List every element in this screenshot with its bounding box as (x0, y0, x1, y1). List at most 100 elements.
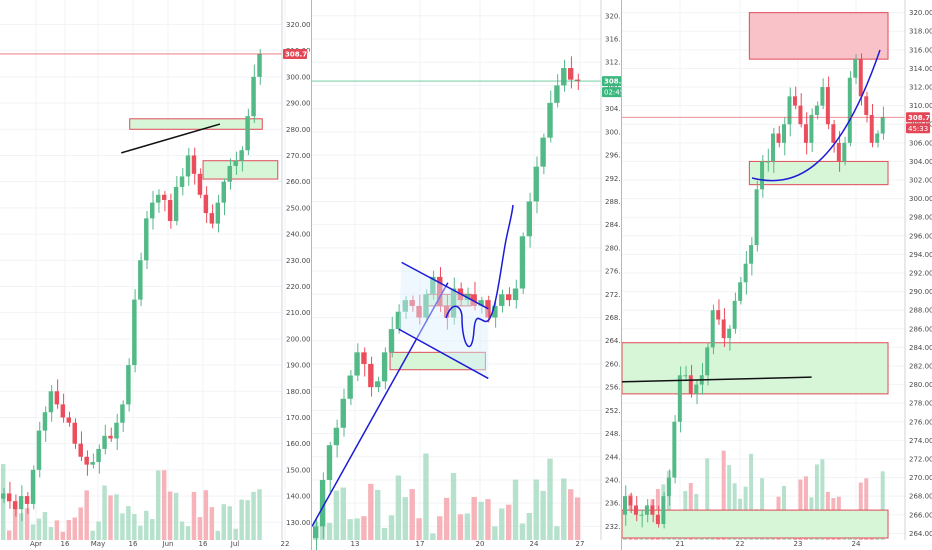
projection-curve[interactable] (751, 49, 881, 182)
candle-body (533, 166, 539, 202)
candle-body (732, 300, 737, 329)
uptrend-line[interactable] (312, 282, 449, 527)
volume-bar (1, 464, 6, 540)
volume-bar (478, 501, 484, 540)
candle-body (185, 155, 191, 177)
volume-bar (574, 497, 581, 540)
volume-bar (54, 520, 60, 540)
y-tick-label: 264.00 (605, 337, 621, 345)
y-tick-label: 288.00 (605, 198, 621, 206)
volume-bar (457, 514, 464, 540)
candle-body (368, 363, 374, 388)
x-tick-label: Jun (162, 540, 174, 548)
volume-bar (42, 512, 48, 540)
y-tick-label: 280.00 (909, 381, 932, 389)
volume-bar (803, 476, 808, 540)
volume-bar (423, 453, 429, 540)
y-tick-label: 170.00 (286, 414, 311, 422)
x-tick-label: Jul (230, 540, 240, 548)
y-tick-label: 240.00 (286, 231, 311, 239)
candle-body (754, 189, 759, 246)
candle-body (340, 398, 346, 428)
y-tick-label: 316.00 (605, 36, 621, 44)
projection-path[interactable] (445, 204, 514, 347)
y-tick-label: 200.00 (286, 335, 311, 343)
volume-bar (354, 518, 360, 540)
zone-resistance[interactable] (129, 118, 263, 130)
candle-body (72, 422, 77, 444)
x-tick-label: 22 (281, 540, 290, 548)
pennant-upper-line[interactable] (401, 261, 489, 310)
zone-resistance[interactable] (748, 12, 889, 60)
candle-body (836, 142, 841, 162)
candle-body (655, 514, 660, 525)
candle-body (864, 96, 869, 115)
y-tick-label: 292.00 (605, 175, 621, 183)
candle-body (749, 245, 754, 264)
chart-right[interactable]: 320.00 318.00 316.00 314.00 312.00 310.00 308.… (622, 0, 932, 550)
y-tick-label: 310.00 (909, 102, 932, 110)
y-tick-label: 312.00 (605, 59, 621, 67)
y-tick-label: 272.00 (605, 291, 621, 299)
chart-right-svg[interactable]: 320.00 318.00 316.00 314.00 312.00 310.00 308.… (622, 0, 932, 550)
volume-bar (705, 458, 710, 540)
support-line[interactable] (622, 376, 812, 383)
volume-bar (820, 459, 825, 540)
volume-bar (464, 513, 471, 540)
candle-body (450, 288, 457, 318)
candle-body (354, 352, 360, 376)
chart-middle[interactable]: 320.00316.00312.00308.00304.00300.00296.… (312, 0, 621, 550)
volume-bar (361, 516, 367, 540)
candle-body (12, 501, 18, 510)
candle-body (471, 294, 477, 306)
y-tick-label: 266.00 (909, 511, 932, 519)
zone-support[interactable] (622, 342, 889, 395)
y-tick-label: 232.00 (605, 523, 621, 531)
x-tick-label: 20 (476, 540, 485, 548)
chart-left[interactable]: 320.00310.00300.00290.00280.00270.00260.… (0, 0, 311, 550)
candle-body (54, 391, 60, 405)
candle-body (776, 133, 781, 143)
candle-body (18, 496, 24, 510)
candle-body (60, 404, 66, 418)
y-tick-label: 236.00 (605, 500, 621, 508)
zone-support[interactable] (202, 160, 279, 180)
volume-bar (554, 526, 560, 540)
volume-bar (197, 517, 203, 540)
zone-resistance[interactable] (389, 351, 486, 371)
candle-body (705, 347, 710, 376)
candle-body (155, 194, 161, 203)
candle-body (215, 202, 221, 224)
volume-bar (443, 497, 450, 540)
volume-bar (72, 517, 77, 540)
y-tick-label: 318.00 (909, 28, 932, 36)
x-tick-label: 13 (351, 540, 360, 548)
zone-support[interactable] (622, 509, 889, 539)
candle-body (798, 105, 803, 125)
chart-middle-svg[interactable]: 320.00316.00312.00308.00304.00300.00296.… (312, 0, 621, 550)
candle-body (179, 176, 185, 187)
chart-left-svg[interactable]: 320.00310.00300.00290.00280.00270.00260.… (0, 0, 311, 550)
candle-body (361, 352, 367, 364)
candle-body (672, 421, 677, 478)
volume-bar (155, 470, 161, 540)
y-tick-label: 248.00 (605, 430, 621, 438)
volume-bar (561, 478, 567, 540)
candle-body (847, 77, 852, 143)
candle-body (347, 375, 353, 399)
candle-body (96, 448, 101, 463)
timer-badge (906, 123, 930, 134)
y-tick-label: 220.00 (286, 283, 311, 291)
y-tick-label: 302.00 (909, 177, 932, 185)
volume-bar (499, 508, 505, 540)
candle-body (547, 102, 553, 138)
y-tick-label: 320.00 (286, 21, 311, 29)
volume-bar (814, 464, 819, 540)
candle-body (814, 105, 819, 115)
candle-body (333, 427, 340, 446)
pennant-lower-line[interactable] (398, 328, 489, 380)
trendline[interactable] (121, 123, 221, 154)
x-tick-label: 16 (129, 540, 138, 548)
candle-body (661, 496, 666, 525)
candle-body (633, 505, 638, 515)
